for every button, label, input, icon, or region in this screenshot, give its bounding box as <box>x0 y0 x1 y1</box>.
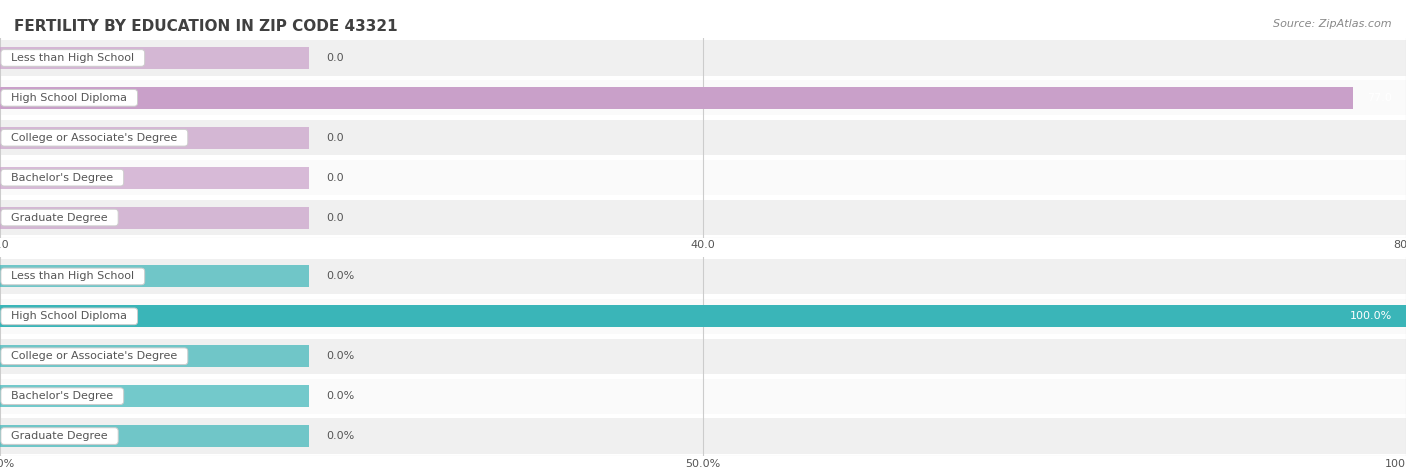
Bar <box>0 127 309 149</box>
Text: 0.0: 0.0 <box>326 172 344 183</box>
Text: 0.0: 0.0 <box>326 212 344 223</box>
Text: 0.0%: 0.0% <box>326 431 354 441</box>
Bar <box>0 379 1406 414</box>
Bar <box>0 47 309 69</box>
Text: 100.0%: 100.0% <box>1350 311 1392 322</box>
Bar <box>0 418 1406 454</box>
Text: 0.0%: 0.0% <box>326 351 354 361</box>
Text: 0.0%: 0.0% <box>326 271 354 282</box>
Text: High School Diploma: High School Diploma <box>4 93 134 103</box>
Text: College or Associate's Degree: College or Associate's Degree <box>4 351 184 361</box>
Text: 0.0%: 0.0% <box>326 391 354 401</box>
Bar <box>0 345 309 367</box>
Bar <box>0 425 309 447</box>
Text: FERTILITY BY EDUCATION IN ZIP CODE 43321: FERTILITY BY EDUCATION IN ZIP CODE 43321 <box>14 19 398 34</box>
Text: High School Diploma: High School Diploma <box>4 311 134 322</box>
Bar <box>0 80 1406 115</box>
Text: Source: ZipAtlas.com: Source: ZipAtlas.com <box>1274 19 1392 29</box>
Text: 0.0: 0.0 <box>326 53 344 63</box>
Bar <box>0 305 1406 327</box>
Bar <box>0 385 309 407</box>
Text: Less than High School: Less than High School <box>4 271 142 282</box>
Text: Bachelor's Degree: Bachelor's Degree <box>4 172 121 183</box>
Bar <box>0 266 309 287</box>
Bar <box>0 160 1406 195</box>
Bar <box>0 200 1406 235</box>
Text: Less than High School: Less than High School <box>4 53 142 63</box>
Text: Graduate Degree: Graduate Degree <box>4 431 115 441</box>
Bar <box>0 87 1353 109</box>
Text: Graduate Degree: Graduate Degree <box>4 212 115 223</box>
Bar <box>0 259 1406 294</box>
Bar <box>0 207 309 228</box>
Bar <box>0 167 309 189</box>
Bar <box>0 339 1406 374</box>
Text: Bachelor's Degree: Bachelor's Degree <box>4 391 121 401</box>
Bar <box>0 299 1406 334</box>
Bar <box>0 40 1406 76</box>
Text: 77.0: 77.0 <box>1367 93 1392 103</box>
Text: 0.0: 0.0 <box>326 133 344 143</box>
Text: College or Associate's Degree: College or Associate's Degree <box>4 133 184 143</box>
Bar <box>0 120 1406 155</box>
